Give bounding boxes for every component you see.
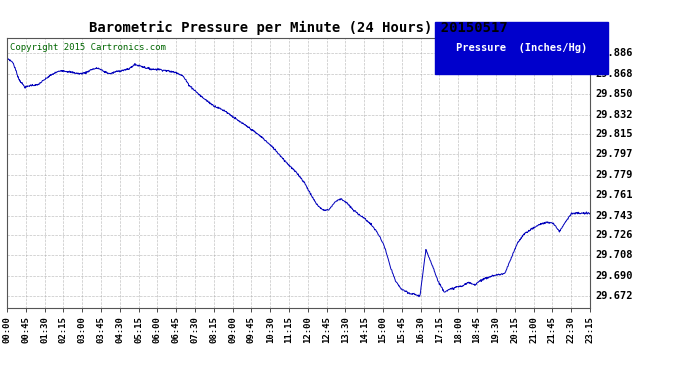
Text: 29.743: 29.743 [595,211,633,220]
Text: 29.850: 29.850 [595,89,633,99]
Text: 29.708: 29.708 [595,251,633,260]
Text: 29.797: 29.797 [595,149,633,159]
Text: 29.815: 29.815 [595,129,633,139]
Text: Pressure  (Inches/Hg): Pressure (Inches/Hg) [456,43,587,53]
Text: 29.761: 29.761 [595,190,633,200]
Text: 29.886: 29.886 [595,48,633,58]
Text: 29.726: 29.726 [595,230,633,240]
Text: Copyright 2015 Cartronics.com: Copyright 2015 Cartronics.com [10,43,166,52]
Text: 29.690: 29.690 [595,271,633,281]
Title: Barometric Pressure per Minute (24 Hours) 20150517: Barometric Pressure per Minute (24 Hours… [89,21,508,35]
Text: 29.832: 29.832 [595,110,633,120]
Text: 29.672: 29.672 [595,291,633,301]
Text: 29.868: 29.868 [595,69,633,79]
Text: 29.779: 29.779 [595,170,633,180]
